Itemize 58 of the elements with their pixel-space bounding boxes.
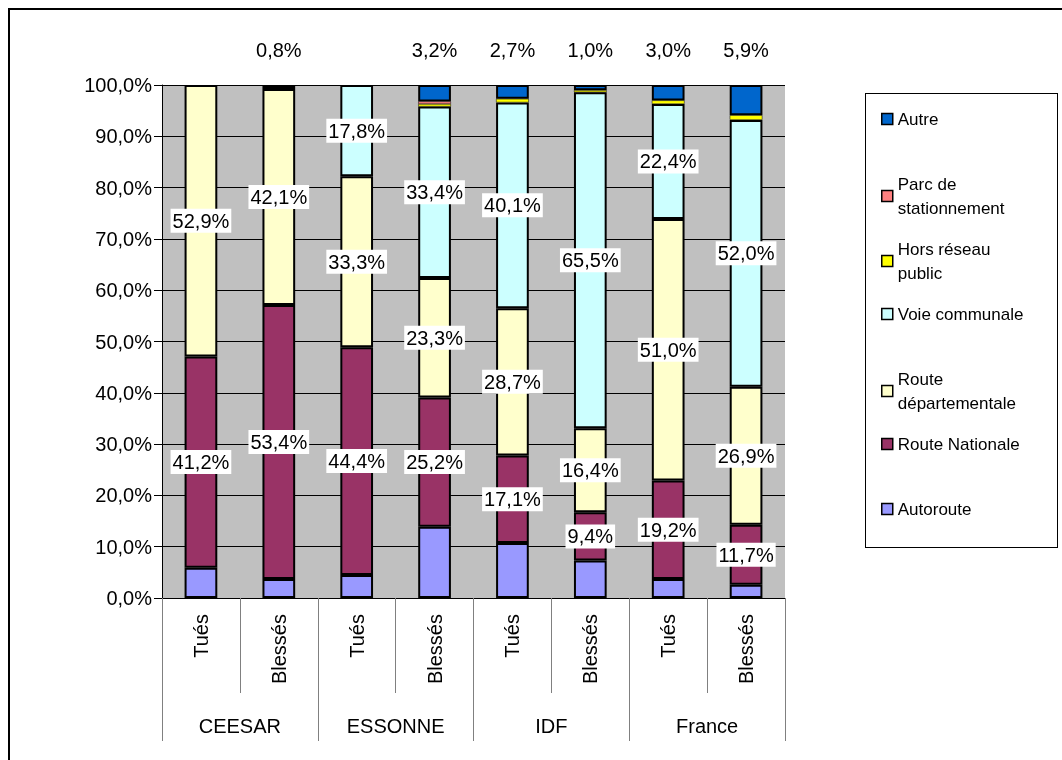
x-tick-label: Tués [345,614,368,658]
data-label: 33,4% [406,181,464,204]
y-tick-label: 100,0% [84,74,153,96]
x-tick-label: Tués [501,614,524,658]
y-tick-label: 90,0% [95,125,153,148]
data-label: 33,3% [328,250,386,273]
legend-label: Voie communale [897,304,1024,324]
data-label: 19,2% [639,518,697,541]
data-label: 42,1% [250,186,308,209]
y-tick-label: 70,0% [95,227,153,250]
data-label: 28,7% [484,370,541,393]
data-label: 1,0% [567,39,614,61]
data-label: 17,8% [328,119,386,142]
data-label: 51,0% [639,338,697,361]
y-tick-label: 0,0% [106,587,153,609]
data-label: 22,4% [639,150,697,173]
data-label: 26,9% [717,444,775,467]
data-label: 23,3% [406,326,464,349]
x-tick-label: Blessés [423,614,446,685]
data-label: 52,0% [717,242,775,265]
legend-label: Parc de stationnement [897,174,1005,218]
text: IDF [535,715,568,737]
data-label: 25,2% [406,451,464,474]
data-label: 17,1% [484,488,541,511]
data-label: 5,9% [723,39,770,61]
x-tick-label: Tués [657,614,680,658]
y-tick-label: 30,0% [95,433,153,456]
y-tick-label: 60,0% [95,279,153,302]
legend-label: Autre [897,109,939,129]
data-label: 3,2% [411,39,458,61]
data-label: 65,5% [561,249,619,272]
legend-label: Route départementale [897,369,1016,413]
y-tick-label: 20,0% [95,484,153,507]
x-tick-label: Blessés [735,614,758,685]
x-tick-label: Blessés [267,614,290,685]
legend-label: Autoroute [897,499,972,519]
data-label: 0,8% [256,39,302,61]
legend-label: Hors réseau public [897,239,996,283]
data-label: 3,0% [645,39,692,61]
data-label: 40,1% [484,194,541,217]
text: CEESAR [198,715,281,737]
y-tick-label: 50,0% [95,330,153,353]
y-tick-label: 80,0% [95,176,153,199]
text: France [676,715,739,737]
data-label: 41,2% [172,451,230,474]
x-tick-label: Blessés [579,614,602,685]
data-label: 16,4% [561,459,619,482]
data-label: 52,9% [172,209,230,232]
data-label: 2,7% [489,39,536,61]
x-tick-label: Tués [189,614,212,658]
data-label: 44,4% [328,450,386,473]
data-label: 53,4% [250,431,308,454]
y-tick-label: 40,0% [95,381,153,404]
legend-label: Route Nationale [897,434,1020,454]
data-label: 11,7% [718,543,774,566]
y-tick-label: 10,0% [95,535,153,558]
data-label: 9,4% [567,525,614,548]
text: ESSONNE [346,715,445,737]
